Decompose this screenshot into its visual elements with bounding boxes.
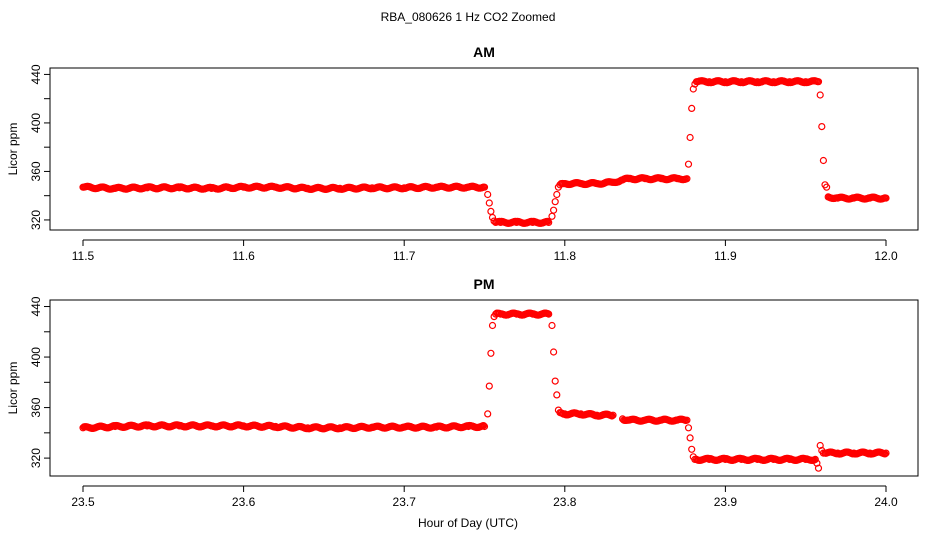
figure-title: RBA_080626 1 Hz CO2 Zoomed — [381, 10, 556, 24]
am-y-tick-label: 400 — [29, 113, 43, 133]
pm-point — [683, 416, 691, 424]
am-x-tick-label: 11.7 — [393, 249, 416, 263]
pm-point — [551, 377, 559, 385]
am-point — [484, 190, 492, 199]
am-panel-title: AM — [473, 44, 495, 60]
pm-x-tick-label: 23.7 — [393, 495, 417, 509]
pm-x-tick-label: 23.9 — [714, 495, 738, 509]
am-point — [553, 190, 561, 199]
pm-y-tick-label: 440 — [29, 296, 43, 316]
pm-x-axis: 23.5 23.6 23.7 23.8 23.9 24.0 — [71, 485, 898, 509]
pm-point — [545, 310, 553, 318]
pm-x-tick-label: 23.5 — [71, 495, 95, 509]
pm-y-tick-label: 360 — [29, 397, 43, 417]
am-point — [485, 199, 493, 207]
am-y-tick-label: 440 — [29, 64, 43, 84]
am-plot-frame — [49, 67, 919, 231]
am-point — [545, 218, 553, 226]
am-x-tick-label: 11.8 — [554, 249, 577, 263]
pm-point — [688, 445, 696, 453]
pm-point — [609, 411, 617, 419]
pm-point — [487, 349, 495, 357]
pm-x-tick-label: 23.8 — [553, 495, 577, 509]
am-point — [688, 104, 696, 113]
am-x-axis: 11.5 11.6 11.7 11.8 11.9 12.0 — [72, 239, 898, 263]
x-axis-label: Hour of Day (UTC) — [418, 516, 518, 530]
pm-point — [881, 450, 889, 458]
pm-point — [882, 449, 890, 457]
pm-point — [814, 464, 823, 472]
am-panel: AM 11.5 11.6 11.7 11.8 11.9 12.0 320 360 400 440… — [6, 44, 919, 263]
am-x-tick-label: 11.6 — [232, 249, 255, 263]
pm-points — [79, 309, 890, 472]
pm-point — [484, 410, 492, 418]
pm-y-tick-label: 320 — [29, 448, 43, 468]
pm-point — [479, 422, 488, 430]
am-x-tick-label: 12.0 — [874, 249, 898, 263]
pm-point — [549, 348, 558, 356]
am-points — [79, 77, 890, 227]
am-point — [689, 85, 697, 93]
am-point — [548, 212, 556, 220]
pm-x-tick-label: 24.0 — [874, 495, 898, 509]
pm-point — [684, 424, 693, 432]
am-point — [814, 78, 823, 86]
pm-point — [548, 321, 556, 330]
pm-y-tick-label: 400 — [29, 347, 43, 367]
am-point — [819, 156, 828, 165]
pm-point — [608, 412, 616, 420]
am-point — [480, 183, 489, 191]
am-point — [816, 91, 824, 99]
am-point — [549, 206, 558, 214]
am-y-axis-label: Licor ppm — [6, 123, 20, 176]
pm-panel: PM 23.5 23.6 23.7 23.8 23.9 24.0 320 360 400 440… — [6, 276, 919, 509]
am-point — [684, 160, 693, 168]
pm-y-axis: 320 360 400 440 — [29, 296, 51, 468]
pm-point — [485, 382, 493, 390]
am-y-tick-label: 360 — [29, 161, 43, 181]
pm-point — [553, 391, 561, 399]
am-point — [551, 198, 559, 206]
am-point — [488, 213, 497, 222]
pm-y-axis-label: Licor ppm — [6, 362, 20, 415]
am-point — [822, 183, 831, 191]
am-point — [818, 122, 826, 131]
pm-panel-title: PM — [474, 276, 495, 292]
pm-plot-frame — [49, 299, 919, 477]
am-point — [683, 175, 691, 183]
am-x-tick-label: 11.5 — [72, 249, 95, 263]
am-y-axis: 320 360 400 440 — [29, 64, 51, 230]
pm-point — [686, 434, 694, 442]
am-point — [686, 133, 694, 142]
pm-point — [480, 422, 489, 431]
am-y-tick-label: 320 — [29, 210, 43, 230]
am-point — [882, 194, 890, 202]
pm-x-tick-label: 23.6 — [232, 495, 256, 509]
am-point — [487, 207, 495, 215]
pm-point — [811, 455, 819, 463]
am-point — [544, 217, 552, 225]
am-x-tick-label: 11.9 — [714, 249, 737, 263]
pm-point — [488, 321, 497, 330]
